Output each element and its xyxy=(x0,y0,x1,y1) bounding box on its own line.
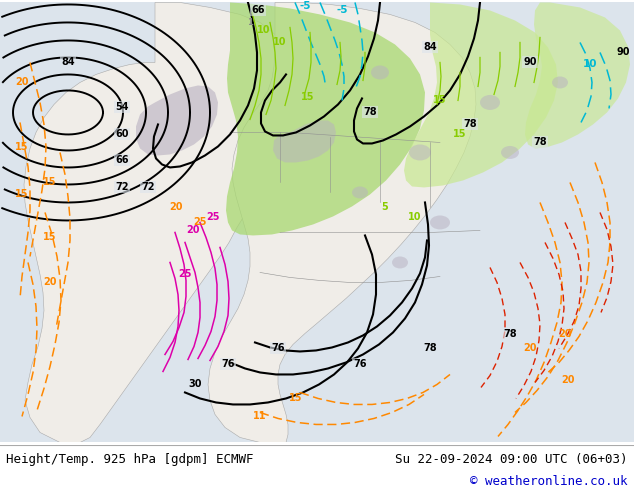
Text: 54: 54 xyxy=(115,102,129,113)
Polygon shape xyxy=(208,2,476,442)
Text: 78: 78 xyxy=(533,138,547,147)
Text: 15: 15 xyxy=(43,232,57,243)
Text: 11: 11 xyxy=(253,412,267,421)
Text: 20: 20 xyxy=(15,77,29,87)
Text: 78: 78 xyxy=(423,343,437,353)
Text: 78: 78 xyxy=(463,120,477,129)
Ellipse shape xyxy=(480,95,500,110)
Text: 10: 10 xyxy=(257,25,271,35)
Text: Height/Temp. 925 hPa [gdpm] ECMWF: Height/Temp. 925 hPa [gdpm] ECMWF xyxy=(6,453,254,466)
Text: 15: 15 xyxy=(433,96,447,105)
Text: 84: 84 xyxy=(423,43,437,52)
Ellipse shape xyxy=(552,76,568,89)
Text: 20: 20 xyxy=(523,343,537,353)
Ellipse shape xyxy=(371,66,389,79)
Text: 30: 30 xyxy=(188,379,202,390)
Text: 25: 25 xyxy=(178,270,191,279)
Text: 15: 15 xyxy=(15,143,29,152)
Text: 15: 15 xyxy=(289,393,303,403)
Text: 25: 25 xyxy=(206,213,220,222)
Text: 25: 25 xyxy=(193,218,207,227)
Text: 90: 90 xyxy=(616,48,630,57)
Text: 15: 15 xyxy=(301,93,314,102)
Text: 72: 72 xyxy=(141,182,155,193)
Text: 15: 15 xyxy=(15,190,29,199)
Text: 20: 20 xyxy=(561,375,575,386)
Text: 10: 10 xyxy=(408,213,422,222)
Text: Su 22-09-2024 09:00 UTC (06+03): Su 22-09-2024 09:00 UTC (06+03) xyxy=(395,453,628,466)
Text: 90: 90 xyxy=(523,57,537,68)
Text: 5: 5 xyxy=(382,202,389,213)
Polygon shape xyxy=(226,2,425,236)
Text: 76: 76 xyxy=(353,360,366,369)
Text: 20: 20 xyxy=(559,329,572,340)
Text: -5: -5 xyxy=(299,1,311,11)
Text: 78: 78 xyxy=(503,329,517,340)
Ellipse shape xyxy=(501,146,519,159)
Ellipse shape xyxy=(409,145,431,160)
Text: 60: 60 xyxy=(115,129,129,140)
Text: 20: 20 xyxy=(186,225,200,236)
Text: 15: 15 xyxy=(453,129,467,140)
Text: 76: 76 xyxy=(221,360,235,369)
Polygon shape xyxy=(404,2,558,188)
Text: 1: 1 xyxy=(247,18,253,27)
Text: © weatheronline.co.uk: © weatheronline.co.uk xyxy=(470,475,628,489)
Ellipse shape xyxy=(430,216,450,229)
Polygon shape xyxy=(136,85,218,155)
Ellipse shape xyxy=(392,256,408,269)
Text: 72: 72 xyxy=(115,182,129,193)
Polygon shape xyxy=(525,2,630,148)
Text: 15: 15 xyxy=(43,177,57,188)
Text: 66: 66 xyxy=(115,155,129,166)
Text: 10: 10 xyxy=(273,37,287,48)
Text: 84: 84 xyxy=(61,57,75,68)
Ellipse shape xyxy=(352,187,368,198)
Text: 20: 20 xyxy=(43,277,57,288)
Text: -5: -5 xyxy=(336,5,348,16)
Text: 76: 76 xyxy=(271,343,285,353)
Text: 66: 66 xyxy=(251,5,265,16)
Polygon shape xyxy=(24,2,290,442)
Polygon shape xyxy=(273,121,336,163)
Text: 10: 10 xyxy=(583,59,597,70)
Text: 20: 20 xyxy=(169,202,183,213)
Text: 78: 78 xyxy=(363,107,377,118)
